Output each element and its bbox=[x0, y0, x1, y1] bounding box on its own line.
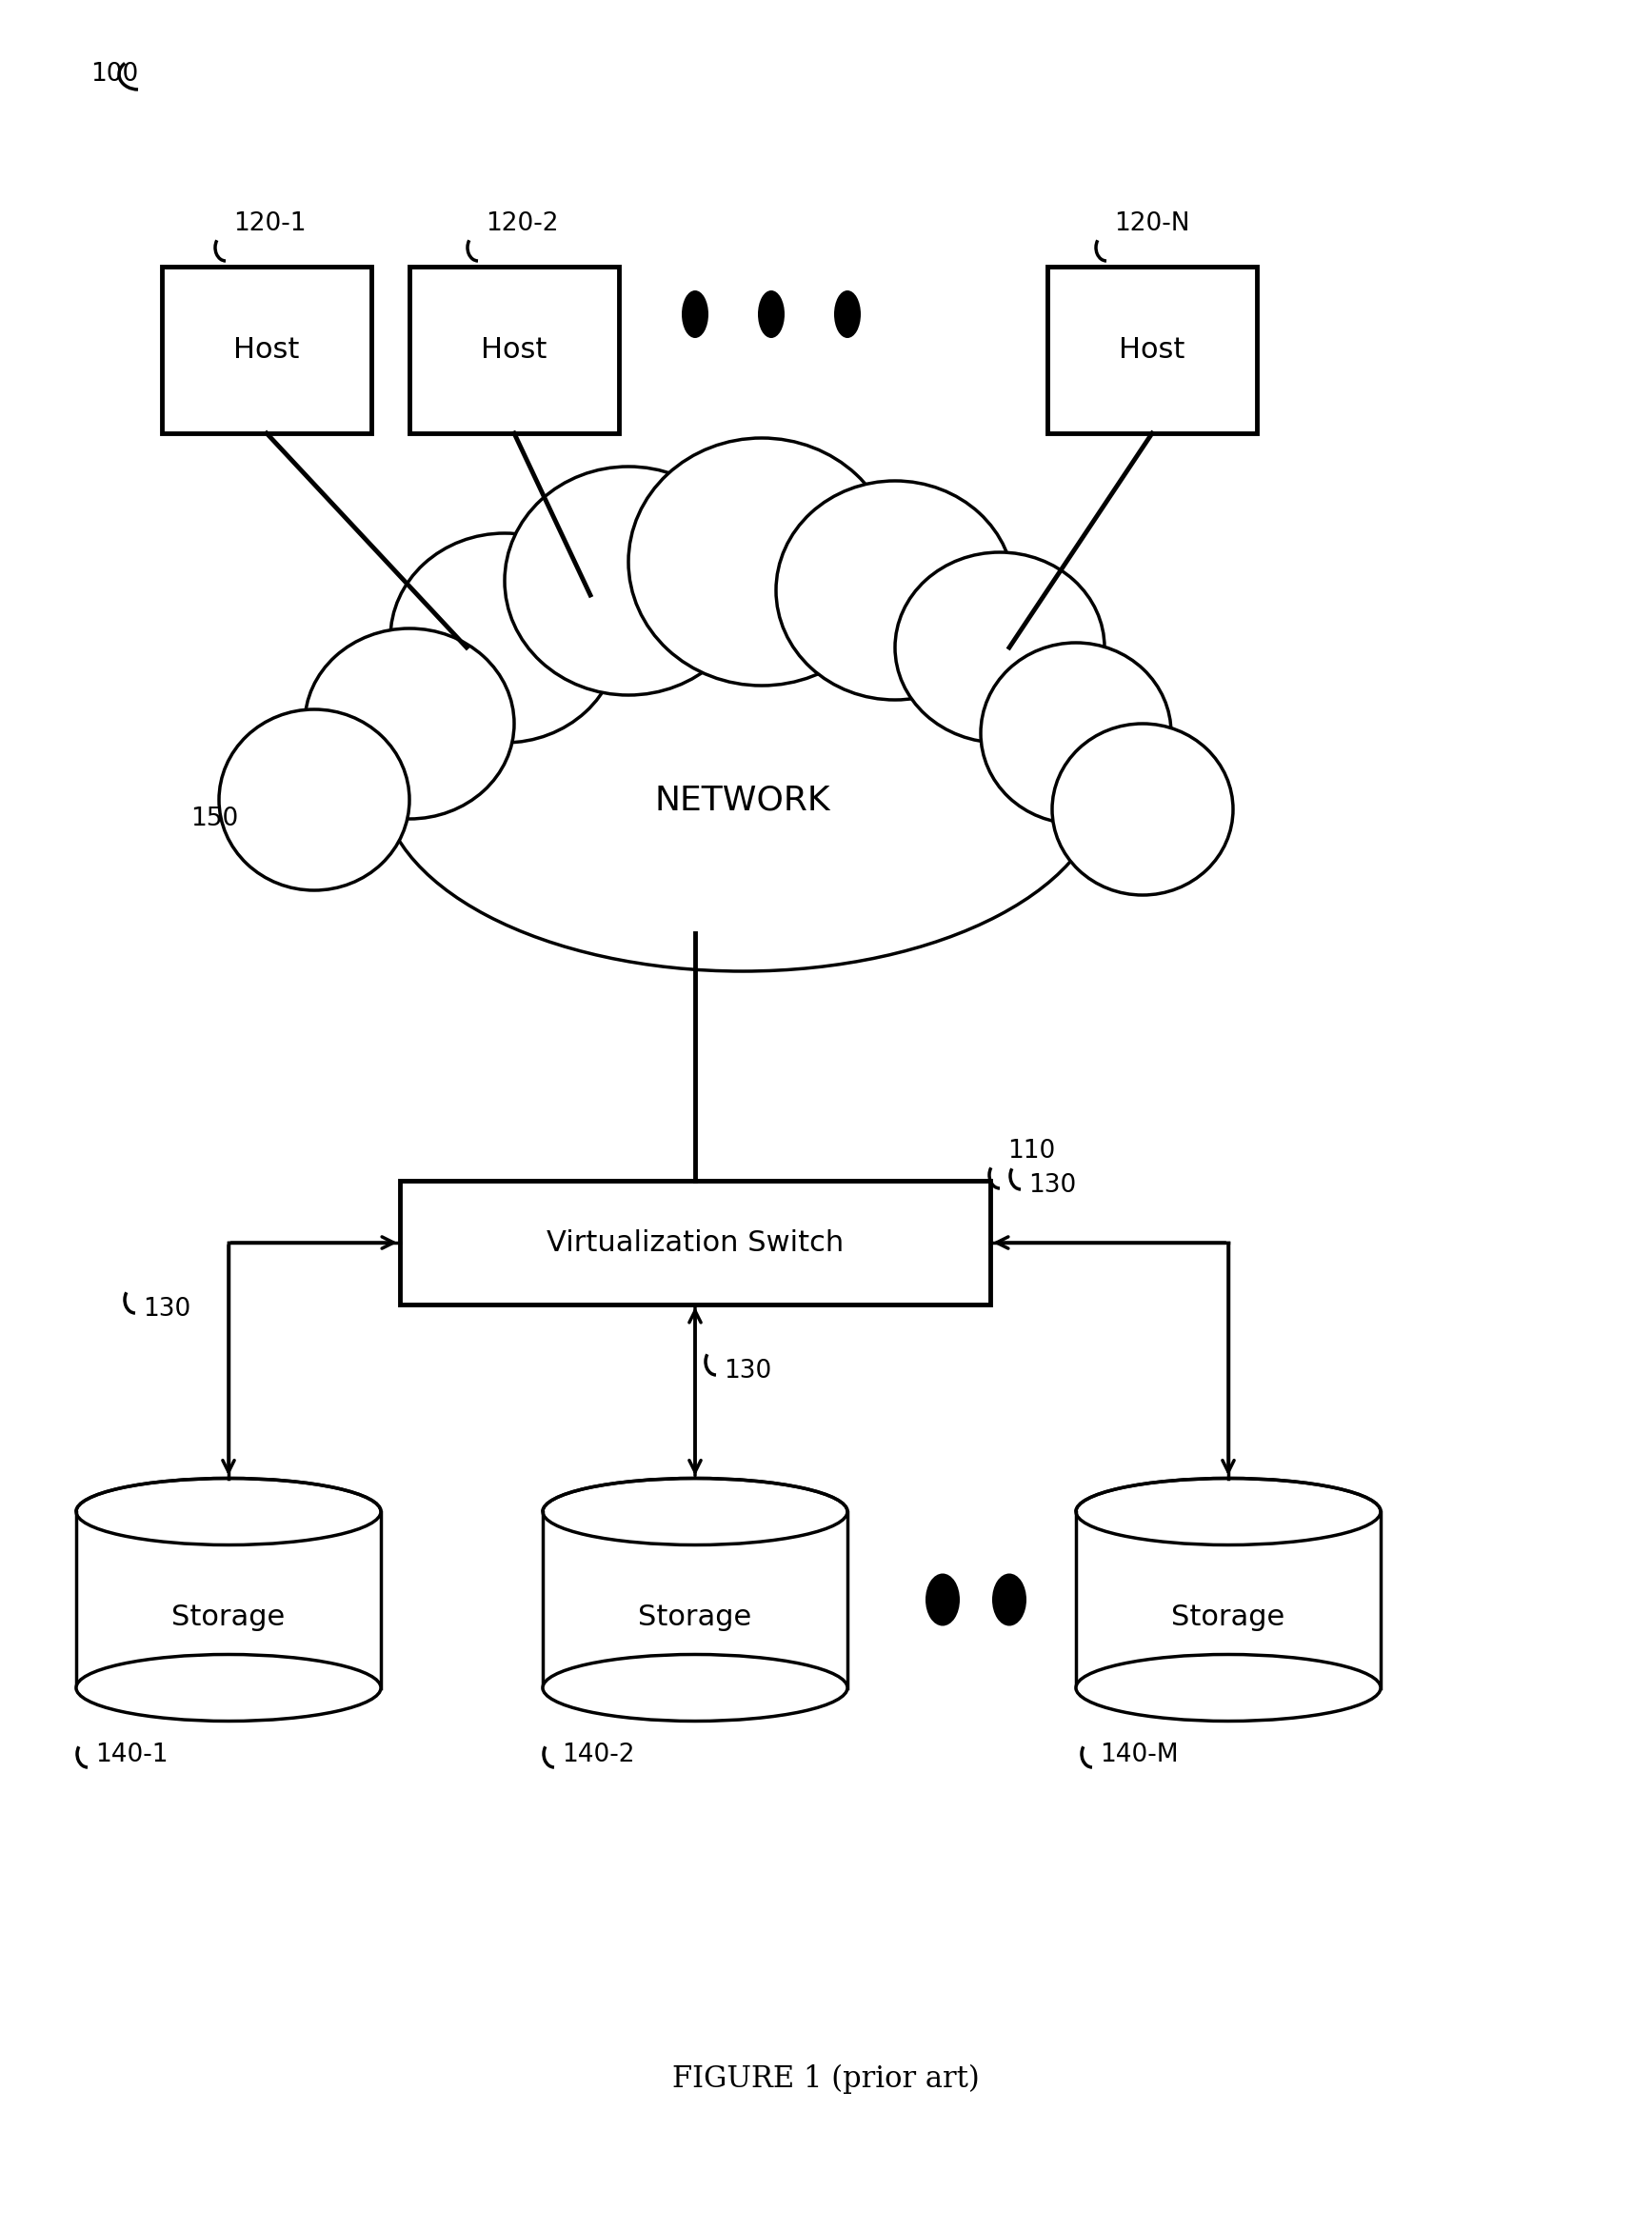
Ellipse shape bbox=[1052, 723, 1232, 895]
FancyBboxPatch shape bbox=[544, 1513, 847, 1689]
Text: Host: Host bbox=[1118, 337, 1184, 364]
FancyBboxPatch shape bbox=[1075, 1513, 1381, 1689]
Text: 130: 130 bbox=[1028, 1174, 1075, 1198]
Ellipse shape bbox=[76, 1655, 382, 1720]
FancyBboxPatch shape bbox=[162, 268, 372, 433]
Text: Virtualization Switch: Virtualization Switch bbox=[547, 1229, 844, 1256]
Ellipse shape bbox=[628, 437, 895, 685]
Ellipse shape bbox=[1075, 1479, 1381, 1544]
FancyBboxPatch shape bbox=[76, 1513, 382, 1689]
Ellipse shape bbox=[895, 553, 1105, 743]
Text: Storage: Storage bbox=[172, 1604, 286, 1631]
FancyBboxPatch shape bbox=[410, 268, 620, 433]
Ellipse shape bbox=[76, 1479, 382, 1544]
Text: 140-M: 140-M bbox=[1100, 1742, 1178, 1767]
Ellipse shape bbox=[925, 1573, 960, 1626]
FancyBboxPatch shape bbox=[1047, 268, 1257, 433]
Ellipse shape bbox=[776, 482, 1014, 701]
Text: 120-2: 120-2 bbox=[486, 212, 558, 236]
Ellipse shape bbox=[304, 629, 514, 819]
Text: Host: Host bbox=[233, 337, 299, 364]
Ellipse shape bbox=[544, 1655, 847, 1720]
Ellipse shape bbox=[981, 643, 1171, 823]
Ellipse shape bbox=[390, 533, 620, 743]
Text: NETWORK: NETWORK bbox=[654, 783, 831, 817]
Ellipse shape bbox=[682, 290, 709, 339]
Ellipse shape bbox=[758, 290, 785, 339]
Text: Host: Host bbox=[481, 337, 547, 364]
Text: 120-1: 120-1 bbox=[233, 212, 306, 236]
Ellipse shape bbox=[382, 591, 1105, 970]
Text: 140-2: 140-2 bbox=[562, 1742, 634, 1767]
Text: 100: 100 bbox=[91, 62, 139, 87]
Ellipse shape bbox=[993, 1573, 1026, 1626]
Text: 120-N: 120-N bbox=[1113, 212, 1189, 236]
Text: 130: 130 bbox=[142, 1296, 190, 1321]
Ellipse shape bbox=[1075, 1655, 1381, 1720]
Ellipse shape bbox=[220, 709, 410, 890]
Ellipse shape bbox=[504, 466, 752, 696]
Text: 130: 130 bbox=[724, 1359, 771, 1383]
Ellipse shape bbox=[834, 290, 861, 339]
Text: Storage: Storage bbox=[638, 1604, 752, 1631]
Text: 140-1: 140-1 bbox=[96, 1742, 169, 1767]
FancyBboxPatch shape bbox=[400, 1180, 990, 1305]
Ellipse shape bbox=[544, 1479, 847, 1544]
Text: 150: 150 bbox=[190, 808, 238, 832]
Text: 110: 110 bbox=[1008, 1138, 1056, 1165]
Text: Storage: Storage bbox=[1171, 1604, 1285, 1631]
Text: FIGURE 1 (prior art): FIGURE 1 (prior art) bbox=[672, 2064, 980, 2093]
